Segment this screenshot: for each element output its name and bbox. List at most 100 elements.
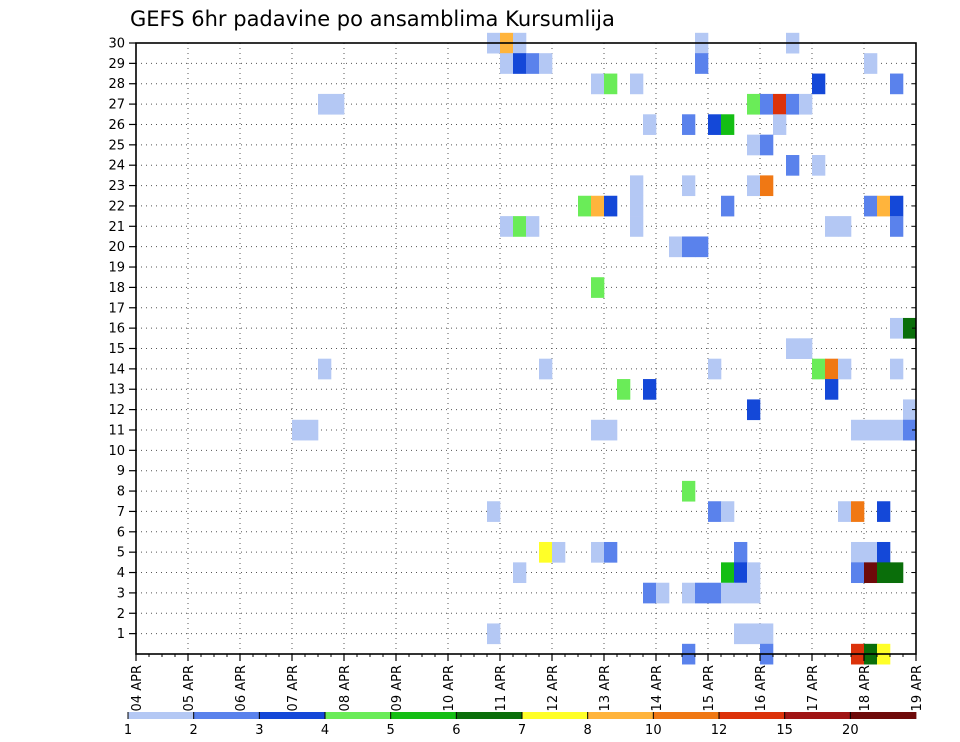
precip-cell [630,73,644,95]
precip-cell [864,195,878,217]
precip-cell [682,582,696,604]
x-tick-label: 17 APR [806,665,821,711]
precip-cell [890,562,904,584]
precip-cell [903,399,917,421]
y-tick-label: 27 [108,98,125,113]
colorbar-swatch [653,712,720,719]
precip-cell [760,93,774,115]
precip-cell [877,419,891,441]
precip-cell [331,93,345,115]
x-tick-label: 15 APR [702,665,717,711]
precip-cell [318,93,332,115]
precip-cell [851,501,865,522]
precip-cell [890,317,904,339]
precip-cell [877,541,891,563]
x-tick-label: 06 APR [234,665,249,711]
precip-cell [903,419,917,441]
precip-cell [695,236,709,258]
y-tick-label: 7 [117,505,125,520]
precip-cell [305,419,319,441]
precip-cell [708,582,722,604]
y-tick-label: 22 [108,199,125,214]
y-tick-label: 14 [108,362,125,377]
precip-cell [864,419,878,441]
colorbar-label: 10 [645,723,662,738]
precip-cell [526,216,540,237]
precip-cell [825,216,839,237]
precip-cell [591,195,605,217]
y-tick-label: 3 [117,586,125,601]
precip-cell [500,53,514,74]
y-tick-label: 19 [108,261,125,276]
y-axis: 1234567891011121314151617181920212223242… [108,37,916,642]
colorbar-swatch [128,712,195,719]
precip-cell [747,134,761,156]
colorbar-swatch [784,712,851,719]
x-tick-label: 19 APR [910,665,925,711]
y-tick-label: 9 [117,464,125,479]
precip-cell [708,114,722,135]
precip-cell [760,134,774,156]
precip-cell [591,277,605,298]
colorbar-swatch [390,712,457,719]
x-tick-label: 10 APR [442,665,457,711]
y-tick-label: 8 [117,485,125,500]
colorbar-label: 5 [387,723,395,738]
y-tick-label: 15 [108,342,125,357]
y-tick-label: 21 [108,220,125,235]
x-tick-label: 04 APR [130,665,145,711]
chart-title: GEFS 6hr padavine po ansamblima Kursumli… [130,7,615,31]
precip-cell [747,93,761,115]
precip-cell [539,541,553,563]
precip-cell [903,317,917,339]
colorbar-swatch [587,712,654,719]
precip-cell [604,541,618,563]
precip-cell [526,53,540,74]
precip-cell [825,358,839,380]
y-tick-label: 30 [108,37,125,52]
y-tick-label: 16 [108,322,125,337]
colorbar-label: 2 [190,723,198,738]
precip-cell [695,582,709,604]
colorbar-label: 6 [452,723,460,738]
precip-cell [617,379,631,400]
colorbar-swatch [522,712,589,719]
precip-cell [630,175,644,197]
colorbar-label: 4 [321,723,329,738]
precip-cell [539,358,553,380]
precip-cell [643,582,657,604]
precip-cell [708,501,722,522]
y-tick-label: 13 [108,383,125,398]
precip-cell [890,216,904,237]
y-tick-label: 28 [108,77,125,92]
colorbar-label: 1 [124,723,132,738]
y-tick-label: 6 [117,525,125,540]
precip-cell [669,236,683,258]
y-tick-label: 29 [108,57,125,72]
colorbar-swatch [259,712,326,719]
precipitation-cells [292,32,917,665]
x-tick-label: 07 APR [286,665,301,711]
precip-cell [890,195,904,217]
precip-cell [721,562,735,584]
precip-cell [851,562,865,584]
precip-cell [734,541,748,563]
precip-cell [864,53,878,74]
precip-cell [812,358,826,380]
colorbar-label: 8 [584,723,592,738]
precip-cell [630,195,644,217]
y-tick-label: 4 [117,566,125,581]
y-tick-label: 11 [108,423,125,438]
precip-cell [747,399,761,421]
precip-cell [747,562,761,584]
precip-cell [786,93,800,115]
x-axis: 04 APR 05 APR 06 APR 07 APR 08 APR 09 APR 10 A… [130,654,925,711]
precip-cell [630,216,644,237]
precip-cell [773,114,787,135]
x-tick-label: 16 APR [754,665,769,711]
precip-cell [591,541,605,563]
precip-cell [682,236,696,258]
colorbar-label: 20 [842,723,859,738]
precip-cell [747,175,761,197]
